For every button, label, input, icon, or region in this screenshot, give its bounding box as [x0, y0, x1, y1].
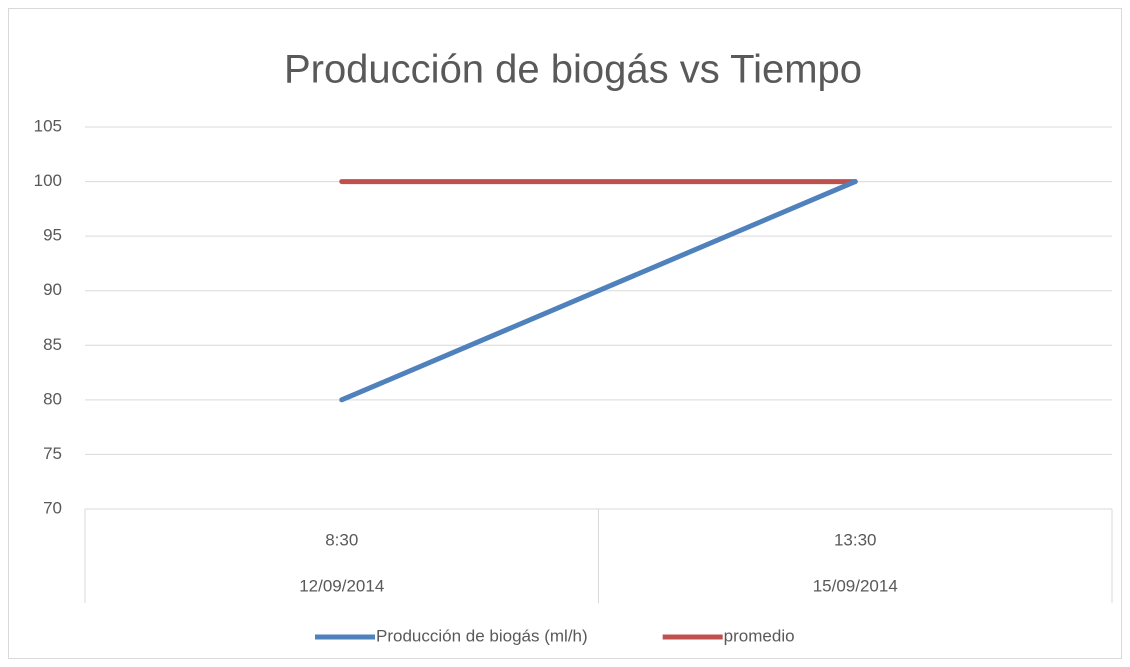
legend-label: Producción de biogás (ml/h): [376, 626, 588, 645]
y-tick-label: 100: [34, 171, 62, 190]
y-tick-label: 75: [43, 444, 62, 463]
series-line: [339, 179, 858, 403]
chart-border: [8, 8, 1122, 659]
y-tick-label: 95: [43, 226, 62, 245]
x-tick-label: 13:30: [834, 530, 877, 549]
x-group-label: 15/09/2014: [813, 576, 898, 595]
y-tick-label: 80: [43, 389, 62, 408]
x-tick-label: 8:30: [325, 530, 358, 549]
chart-title: Producción de biogás vs Tiempo: [284, 48, 862, 92]
y-tick-label: 85: [43, 335, 62, 354]
y-tick-label: 105: [34, 116, 62, 135]
y-tick-label: 90: [43, 280, 62, 299]
y-tick-label: 70: [43, 498, 62, 517]
x-group-label: 12/09/2014: [299, 576, 384, 595]
legend-label: promedio: [724, 626, 795, 645]
